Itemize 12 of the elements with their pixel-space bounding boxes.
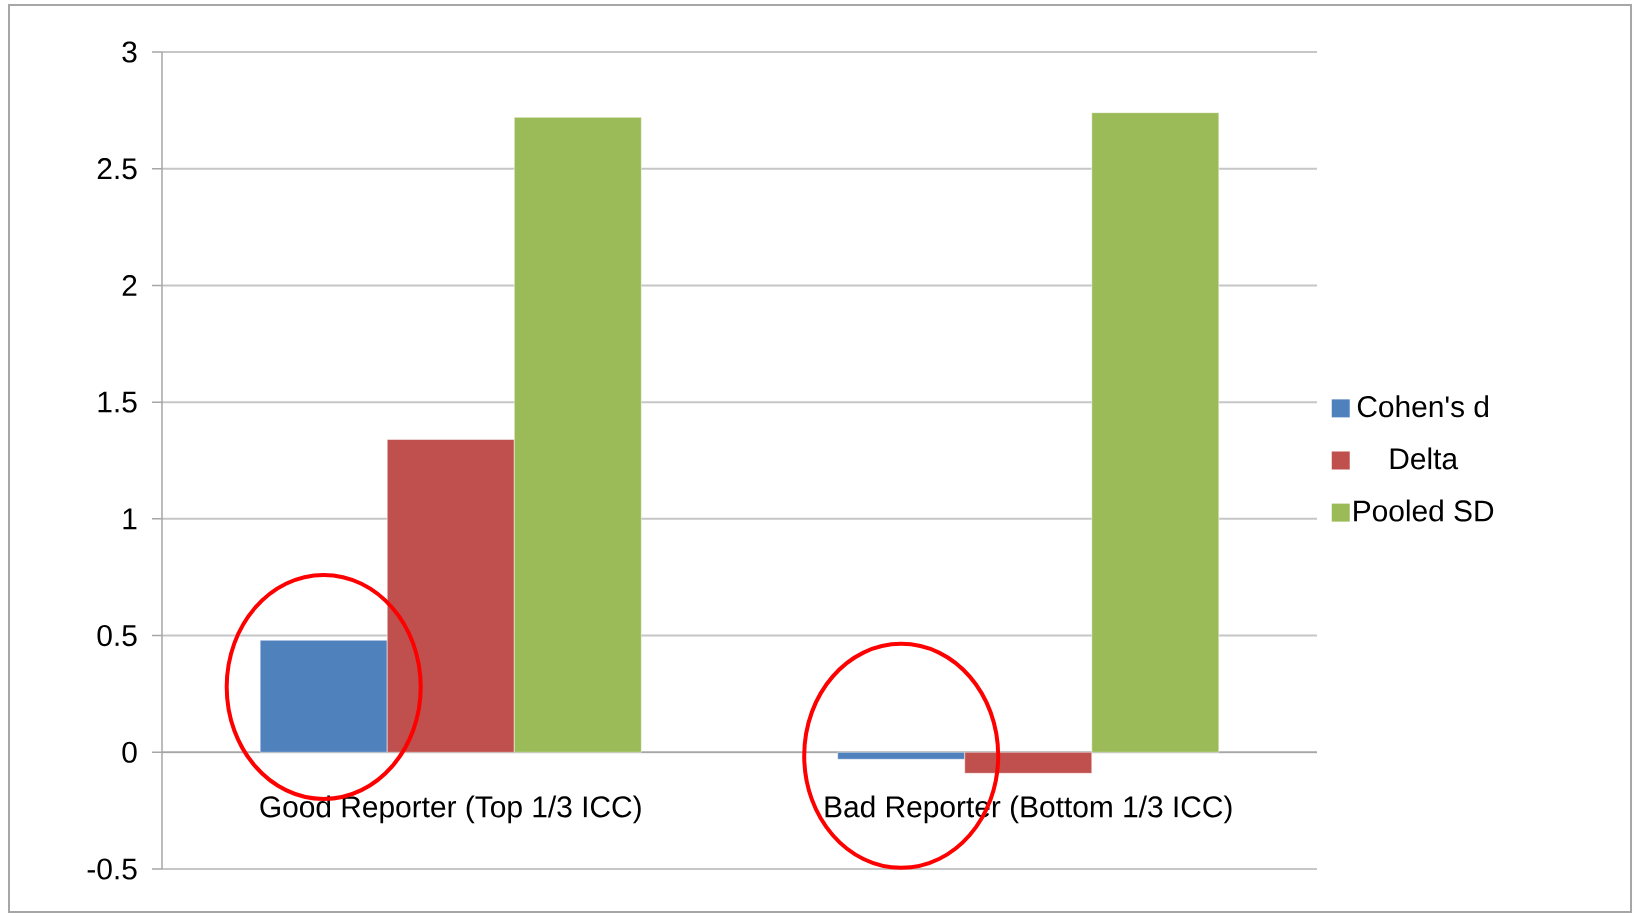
y-tick-label: 0.5 <box>97 624 137 647</box>
x-tick-label: Good Reporter (Top 1/3 ICC) <box>260 795 641 824</box>
legend-label: Pooled SD <box>1354 499 1494 522</box>
y-tick-label: 0 <box>122 741 137 763</box>
y-tick-label: 2.5 <box>97 158 137 180</box>
y-tick-label: 1 <box>123 508 137 530</box>
y-tick-label: 2 <box>122 274 137 296</box>
legend-label: Delta <box>1390 447 1459 470</box>
y-tick-label: -0.5 <box>87 858 137 880</box>
y-tick-label: 1.5 <box>98 391 137 413</box>
legend-label: Cohen's d <box>1357 395 1489 418</box>
y-tick-label: 3 <box>122 41 137 63</box>
